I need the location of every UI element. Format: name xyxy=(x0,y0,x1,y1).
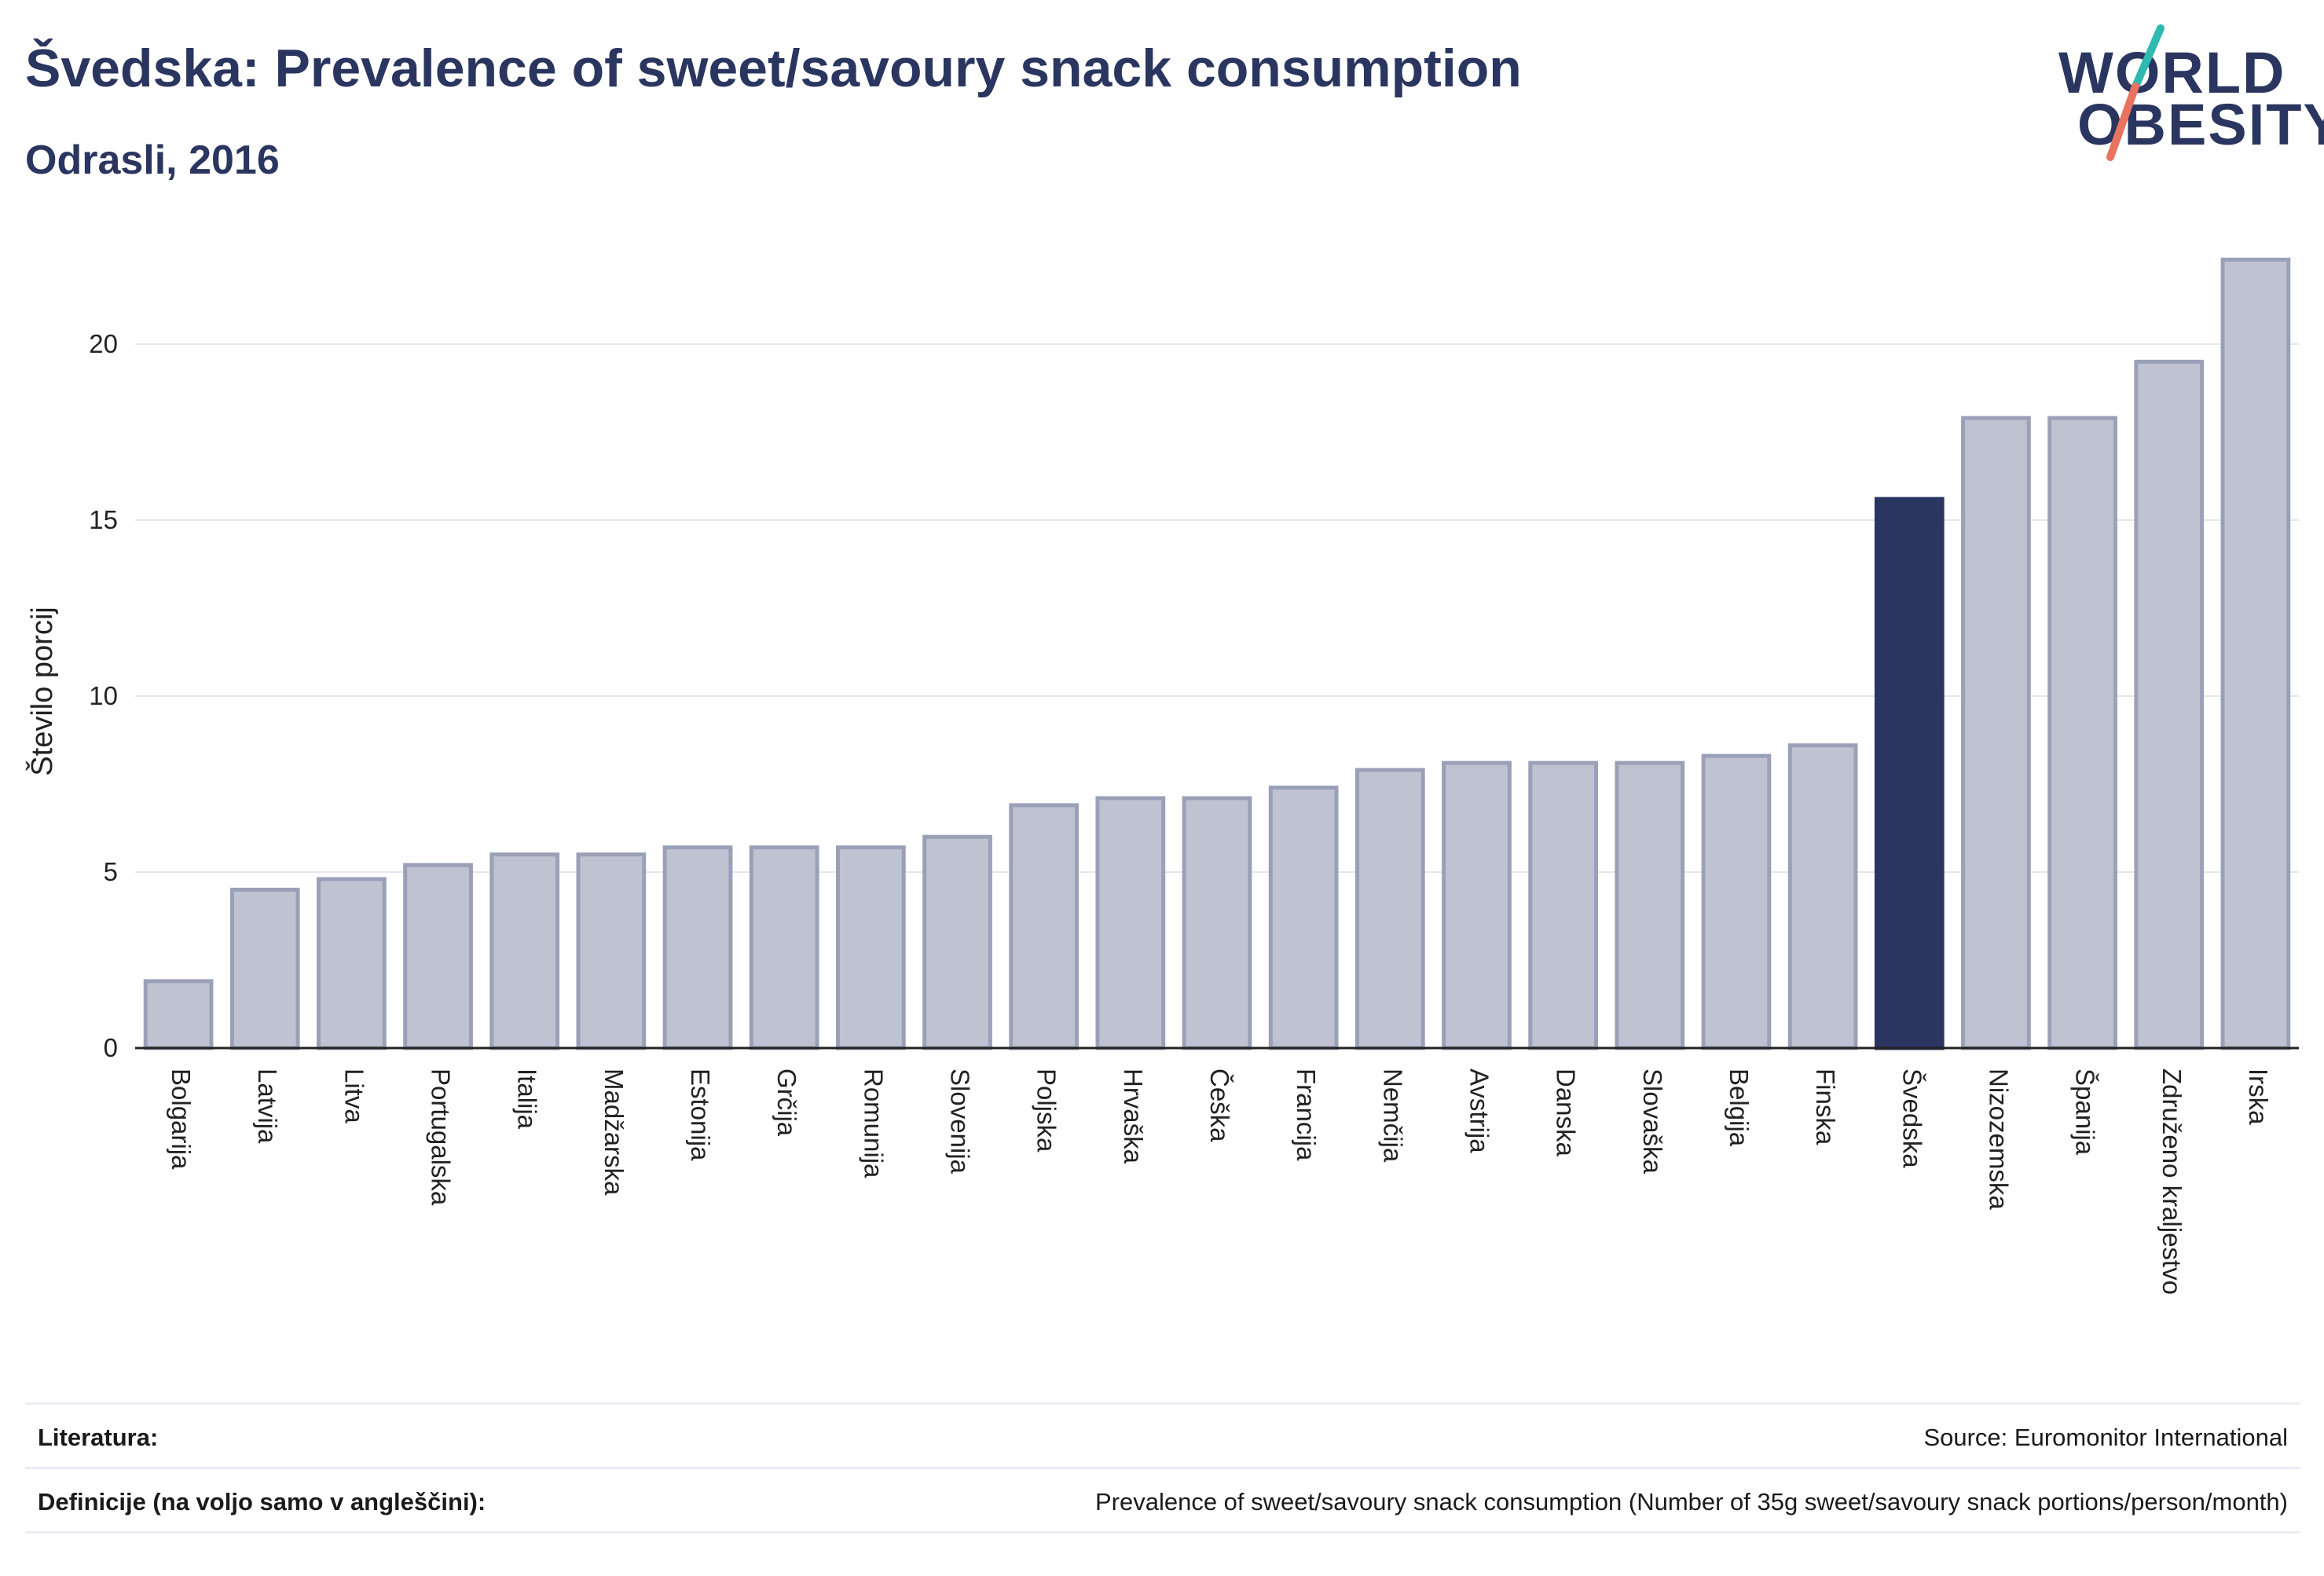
bar-23 xyxy=(2134,359,2205,1050)
x-tick-label: Švedska xyxy=(1897,1068,1926,1168)
chart-title: Švedska: Prevalence of sweet/savoury sna… xyxy=(25,38,1522,98)
x-tick-label: Irska xyxy=(2244,1068,2273,1125)
bar-6 xyxy=(662,845,733,1050)
logo-slash-icon xyxy=(2106,24,2165,161)
x-tick-label: Latvija xyxy=(253,1068,282,1144)
x-tick-label: Slovaška xyxy=(1638,1068,1667,1175)
y-axis-ticks: 0 5 10 15 20 xyxy=(89,329,118,1062)
bar-7 xyxy=(749,845,819,1050)
world-obesity-logo: WORLD OBESITY xyxy=(2043,24,2324,165)
footer-bottom-line xyxy=(25,1531,2300,1534)
y-tick-label: 5 xyxy=(104,857,118,886)
x-tick-label: Italija xyxy=(513,1068,542,1130)
definitions-value: Prevalence of sweet/savoury snack consum… xyxy=(1094,1488,2288,1516)
y-tick-label: 20 xyxy=(89,329,118,358)
bar-4 xyxy=(489,852,560,1050)
sources-row: Literatura: Source: Euromonitor Internat… xyxy=(25,1402,2300,1469)
x-tick-label: Slovenija xyxy=(946,1068,975,1175)
y-tick-label: 0 xyxy=(104,1033,118,1062)
x-tick-label: Hrvaška xyxy=(1119,1068,1148,1164)
bar-3 xyxy=(403,863,473,1050)
x-tick-label: Portugalska xyxy=(427,1068,456,1206)
y-axis-label: Število porcij xyxy=(24,607,59,775)
bar-21 xyxy=(1961,416,2031,1050)
bar-1 xyxy=(229,887,300,1050)
x-tick-label: Romunija xyxy=(859,1068,888,1178)
bar-19 xyxy=(1787,743,1858,1050)
y-tick-label: 15 xyxy=(89,505,118,534)
bars xyxy=(143,257,2291,1050)
bar-22 xyxy=(2047,416,2117,1050)
x-tick-label: Litva xyxy=(339,1068,368,1123)
sources-label: Literatura: xyxy=(38,1424,159,1451)
bar-9 xyxy=(922,834,992,1050)
x-tick-label: Nemčija xyxy=(1378,1068,1407,1163)
bar-17 xyxy=(1615,761,1685,1050)
bar-8 xyxy=(835,845,906,1050)
x-tick-label: Poljska xyxy=(1032,1068,1061,1153)
bar-24 xyxy=(2220,257,2291,1050)
bar-15 xyxy=(1442,761,1512,1050)
x-tick-label: Danska xyxy=(1552,1068,1581,1157)
x-tick-label: Finska xyxy=(1811,1068,1840,1145)
bar-20 xyxy=(1874,497,1945,1050)
bar-12 xyxy=(1182,796,1252,1050)
bar-10 xyxy=(1009,803,1080,1050)
x-tick-label: Estonija xyxy=(686,1068,715,1161)
bar-5 xyxy=(576,852,647,1050)
bar-0 xyxy=(143,979,214,1050)
definitions-row: Definicije (na voljo samo v angleščini):… xyxy=(25,1467,2300,1534)
chart-subtitle: Odrasli, 2016 xyxy=(25,137,280,183)
x-tick-label: Španija xyxy=(2071,1068,2100,1156)
bar-14 xyxy=(1354,768,1425,1050)
x-tick-label: Francija xyxy=(1292,1068,1321,1161)
bar-11 xyxy=(1095,796,1166,1050)
x-axis-ticks: Bolgarija Latvija Litva Portugalska Italija M… xyxy=(167,1068,2273,1295)
bar-2 xyxy=(317,877,387,1050)
bar-chart: 0 5 10 15 20 Bolgarija Latvija Litva Portugalsk… xyxy=(24,257,2299,1295)
x-tick-label: Madžarska xyxy=(599,1068,629,1196)
y-tick-label: 10 xyxy=(89,681,118,710)
x-tick-label: Belgija xyxy=(1725,1068,1754,1147)
sources-value: Source: Euromonitor International xyxy=(1923,1424,2288,1451)
x-tick-label: Avstrija xyxy=(1464,1068,1494,1153)
bar-13 xyxy=(1268,785,1339,1050)
x-tick-label: Nizozemska xyxy=(1984,1068,2013,1210)
x-tick-label: Češka xyxy=(1205,1068,1234,1142)
x-tick-label: Združeno kraljestvo xyxy=(2157,1068,2187,1295)
definitions-label: Definicije (na voljo samo v angleščini): xyxy=(38,1488,486,1516)
x-tick-label: Grčija xyxy=(772,1068,801,1137)
bar-16 xyxy=(1528,761,1599,1050)
x-tick-label: Bolgarija xyxy=(167,1068,196,1170)
logo-line-1: WORLD xyxy=(2058,40,2286,105)
bar-18 xyxy=(1701,753,1772,1050)
